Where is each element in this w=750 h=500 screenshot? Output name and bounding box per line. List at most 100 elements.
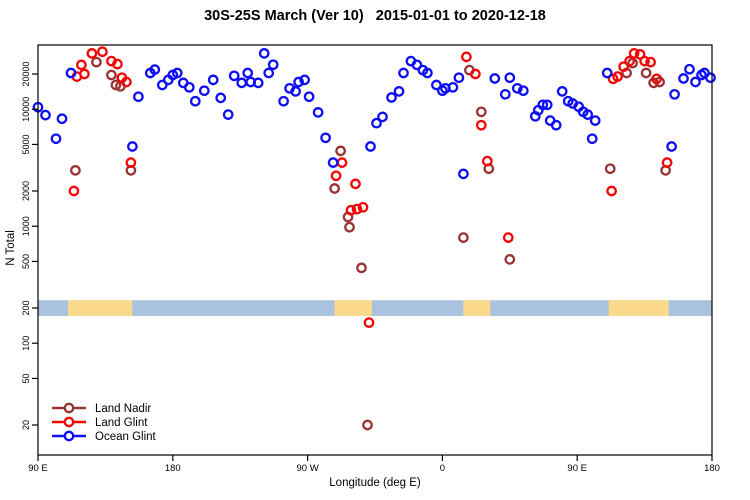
data-point-ocean-glint	[422, 67, 433, 79]
data-point-ocean-glint	[189, 95, 201, 107]
data-point-ocean-glint	[690, 76, 701, 88]
data-point-ocean-glint	[56, 113, 68, 125]
land-band-segment	[608, 300, 669, 316]
data-point-ocean-glint	[489, 73, 501, 84]
data-point-land-glint	[97, 46, 108, 58]
data-point-land-glint	[661, 157, 673, 168]
data-point-land-glint	[121, 76, 132, 88]
data-point-ocean-glint	[541, 99, 553, 111]
y-tick-label: 1000	[21, 216, 31, 236]
ocean-band	[38, 300, 712, 316]
data-point-land-nadir	[106, 69, 117, 81]
data-point-ocean-glint	[40, 109, 51, 121]
x-tick-label: 180	[165, 463, 181, 474]
x-tick-label: 90 E	[28, 463, 48, 474]
data-point-land-nadir	[110, 79, 122, 91]
data-point-ocean-glint	[236, 77, 248, 89]
data-point-ocean-glint	[601, 67, 613, 79]
data-point-ocean-glint	[365, 141, 376, 152]
data-point-ocean-glint	[517, 85, 529, 97]
data-point-ocean-glint	[589, 115, 601, 126]
data-point-ocean-glint	[290, 86, 301, 97]
data-point-ocean-glint	[537, 99, 549, 111]
data-point-ocean-glint	[207, 74, 219, 86]
y-axis-label: N Total	[5, 230, 17, 266]
y-tick-label: 2000	[21, 181, 31, 201]
x-tick-label: 180	[704, 463, 720, 474]
data-point-ocean-glint	[669, 88, 680, 100]
data-point-ocean-glint	[149, 64, 161, 75]
data-point-land-nadir	[640, 67, 652, 79]
data-point-ocean-glint	[127, 141, 138, 152]
legend-marker	[63, 416, 75, 428]
data-point-ocean-glint	[242, 67, 254, 79]
legend-marker	[63, 402, 75, 414]
data-point-ocean-glint	[267, 59, 279, 71]
data-point-ocean-glint	[50, 133, 62, 145]
data-point-ocean-glint	[278, 95, 289, 107]
y-tick-label: 20000	[21, 61, 31, 86]
data-point-ocean-glint	[504, 72, 516, 84]
land-band-segment	[334, 300, 373, 316]
y-tick-label: 20	[21, 420, 31, 430]
data-point-land-glint	[125, 157, 137, 168]
data-point-ocean-glint	[320, 132, 331, 144]
plot-frame	[37, 44, 713, 456]
data-point-land-glint	[86, 48, 98, 59]
data-point-land-nadir	[475, 106, 487, 118]
y-tick-label: 5000	[21, 134, 31, 154]
data-point-ocean-glint	[499, 88, 511, 100]
x-tick-label: 90 E	[567, 463, 587, 474]
data-point-ocean-glint	[398, 67, 409, 79]
data-point-land-nadir	[335, 145, 346, 157]
legend-item-label: Land Glint	[95, 417, 148, 429]
data-point-ocean-glint	[371, 117, 382, 129]
data-point-land-glint	[79, 68, 90, 80]
data-point-land-glint	[606, 185, 617, 197]
data-point-ocean-glint	[133, 91, 144, 103]
data-point-land-nadir	[329, 183, 340, 194]
data-point-land-glint	[350, 178, 361, 190]
x-tick-label: 90 W	[297, 463, 319, 474]
x-tick-label: 0	[440, 463, 445, 474]
data-point-ocean-glint	[458, 168, 469, 180]
data-point-land-nadir	[362, 419, 373, 431]
legend-item-label: Ocean Glint	[95, 431, 157, 443]
data-point-land-nadir	[356, 262, 367, 274]
data-point-ocean-glint	[228, 70, 240, 82]
data-point-land-glint	[639, 55, 650, 67]
data-point-land-glint	[363, 317, 375, 328]
data-point-ocean-glint	[65, 67, 77, 79]
data-point-land-glint	[345, 204, 357, 216]
data-point-ocean-glint	[263, 67, 275, 79]
y-tick-label: 50	[21, 373, 31, 383]
data-point-land-glint	[68, 185, 80, 197]
data-point-land-glint	[112, 58, 123, 70]
data-point-ocean-glint	[299, 74, 310, 86]
data-point-land-glint	[624, 55, 635, 67]
data-point-ocean-glint	[684, 63, 695, 75]
data-point-ocean-glint	[222, 109, 234, 120]
data-point-land-glint	[502, 232, 514, 243]
data-point-ocean-glint	[556, 86, 568, 97]
data-point-ocean-glint	[258, 48, 270, 59]
data-point-land-glint	[357, 201, 369, 213]
data-point-land-glint	[470, 68, 481, 80]
data-point-land-nadir	[504, 254, 516, 265]
data-point-ocean-glint	[183, 81, 195, 93]
data-point-ocean-glint	[431, 79, 442, 91]
data-point-ocean-glint	[293, 76, 304, 88]
data-point-ocean-glint	[386, 92, 397, 103]
x-axis-label: Longitude (deg E)	[329, 477, 421, 489]
data-point-land-nadir	[344, 221, 355, 233]
data-point-land-glint	[618, 61, 629, 73]
data-point-ocean-glint	[447, 81, 459, 93]
data-point-land-nadir	[91, 56, 102, 68]
data-point-ocean-glint	[666, 141, 677, 152]
data-point-ocean-glint	[198, 85, 210, 97]
data-point-ocean-glint	[678, 73, 689, 84]
data-point-ocean-glint	[411, 59, 423, 71]
data-point-land-glint	[645, 56, 656, 68]
